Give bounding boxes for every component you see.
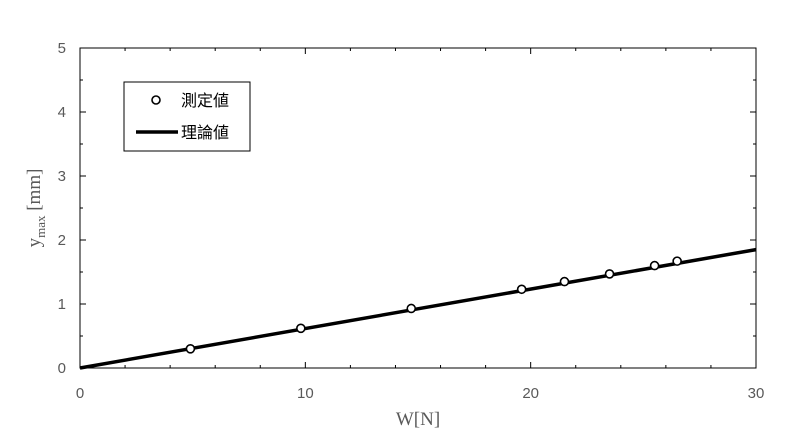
y-tick-label: 4: [58, 104, 66, 121]
legend-marker-measured: [151, 95, 161, 105]
data-point: [516, 284, 527, 295]
data-point: [296, 323, 306, 334]
data-point: [649, 260, 660, 271]
x-axis-title: W[N]: [396, 409, 440, 430]
y-tick-label: 3: [58, 168, 66, 185]
y-axis-title: ymax [mm]: [24, 169, 48, 248]
legend-label-measured: 測定値: [181, 91, 229, 110]
data-point: [185, 343, 196, 354]
y-axis-title-unit: [mm]: [24, 169, 45, 216]
y-tick-label: 5: [58, 40, 66, 57]
axis-tick-labels: 0 10 20 30 0 1 2 3 4 5: [58, 40, 765, 402]
x-tick-label: 10: [297, 385, 314, 402]
measured-markers: [185, 256, 682, 354]
data-point: [672, 256, 682, 266]
axis-ticks: [79, 47, 757, 369]
data-point: [604, 269, 615, 279]
legend: 測定値 理論値: [123, 81, 251, 152]
data-point: [406, 303, 417, 314]
y-axis-title-main: y: [24, 237, 45, 247]
y-tick-label: 0: [58, 360, 66, 377]
x-tick-label: 30: [748, 385, 765, 402]
x-tick-label: 0: [76, 385, 84, 402]
y-tick-label: 2: [58, 232, 66, 249]
legend-label-theory: 理論値: [181, 123, 229, 142]
legend-box: [123, 81, 251, 152]
data-point: [559, 276, 570, 287]
y-tick-label: 1: [58, 296, 66, 313]
x-tick-label: 20: [522, 385, 539, 402]
y-axis-title-sub: max: [33, 215, 48, 238]
